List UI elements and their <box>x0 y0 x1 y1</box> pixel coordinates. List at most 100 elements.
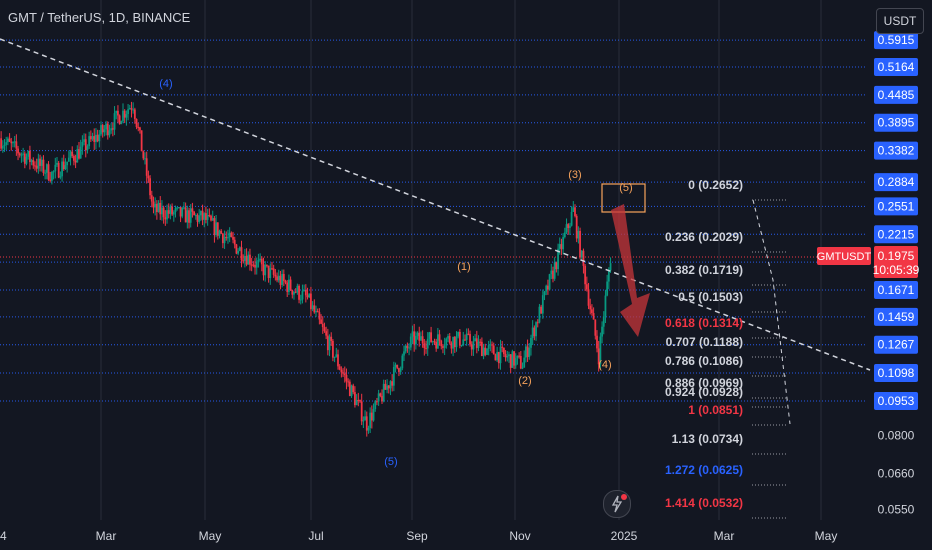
candle-body <box>150 195 153 202</box>
currency-button[interactable]: USDT <box>876 8 924 34</box>
candle-body <box>411 331 414 337</box>
candle-body <box>86 146 89 151</box>
candle-body <box>203 213 206 220</box>
candle-body <box>157 202 160 213</box>
price-label-box <box>874 113 918 132</box>
candle-body <box>208 215 211 217</box>
wave-label: (4) <box>598 359 611 371</box>
candle-body <box>29 150 31 163</box>
candle-body <box>249 254 251 265</box>
candle-body <box>497 352 500 364</box>
fib-label: 1.13 (0.0734) <box>672 432 743 446</box>
candle-body <box>210 215 212 221</box>
candle-body <box>291 290 294 295</box>
candle-body <box>140 130 143 152</box>
candle-body <box>452 336 455 349</box>
candle-body <box>389 381 392 389</box>
candle-body <box>440 340 443 347</box>
candle-body <box>596 335 598 349</box>
time-label: May <box>199 529 222 543</box>
candle-body <box>489 344 492 346</box>
candle-body <box>205 213 207 220</box>
price-label: 0.3382 <box>878 144 915 158</box>
candle-body <box>382 383 385 402</box>
candle-body <box>514 358 517 366</box>
candle-body <box>580 250 583 258</box>
candle-body <box>10 141 13 144</box>
ticker-box <box>817 246 871 265</box>
candle-body <box>421 336 424 344</box>
candle-body <box>569 225 571 228</box>
candle-body <box>555 262 558 270</box>
candle-body <box>560 244 563 250</box>
candle-body <box>32 160 35 166</box>
candle-body <box>111 128 114 130</box>
candle-body <box>406 345 409 349</box>
price-label-box <box>874 225 918 244</box>
candle-body <box>257 260 260 262</box>
candle-body <box>455 336 458 348</box>
candle-body <box>45 164 48 173</box>
candle-body <box>396 364 399 369</box>
candle-body <box>558 244 561 249</box>
candle-body <box>392 367 395 386</box>
candle-body <box>277 275 280 281</box>
candle-body <box>572 207 575 212</box>
candle-body <box>562 237 565 250</box>
candle-body <box>548 274 551 290</box>
candle-body <box>0 138 3 149</box>
fib-label: 1.414 (0.0532) <box>665 496 743 510</box>
candle-body <box>308 293 311 298</box>
price-label-box <box>874 392 918 410</box>
candle-body <box>288 279 290 292</box>
price-label: 0.1267 <box>878 338 915 352</box>
candle-body <box>44 172 47 174</box>
lightning-icon[interactable] <box>603 490 631 518</box>
time-label: Mar <box>96 529 117 543</box>
candle-body <box>282 273 285 281</box>
fib-label: 0.886 (0.0969) <box>665 376 743 390</box>
candle-body <box>218 230 221 236</box>
candle-body <box>399 368 402 372</box>
candle-body <box>147 175 150 179</box>
candle-body <box>154 203 157 208</box>
candle-body <box>149 178 151 196</box>
candle-body <box>5 142 8 145</box>
fib-label: 0.382 (0.1719) <box>665 263 743 277</box>
candle-body <box>240 247 243 261</box>
wave-labels: (4) (5) (1) (2) (3) (4) (5) <box>159 78 632 468</box>
candle-body <box>115 110 118 114</box>
candle-body <box>423 343 426 349</box>
candle-body <box>374 401 377 410</box>
candle-body <box>105 123 107 130</box>
candle-body <box>519 355 522 369</box>
candle-body <box>538 306 541 323</box>
candle-body <box>335 354 338 357</box>
candle-body <box>414 335 417 345</box>
candle-body <box>164 217 167 220</box>
candle-body <box>609 263 612 271</box>
candle-body <box>431 341 434 343</box>
candle-body <box>531 327 534 338</box>
fib-label: 0.618 (0.1314) <box>665 316 743 330</box>
candle-body <box>171 206 173 215</box>
candle-body <box>254 264 256 268</box>
candle-body <box>426 338 429 349</box>
candle-body <box>364 416 366 421</box>
candle-body <box>420 336 422 341</box>
candle-body <box>465 333 468 341</box>
candle-body <box>12 142 14 144</box>
candle-body <box>599 336 602 365</box>
candle-body <box>575 215 578 239</box>
candle-body <box>296 285 299 293</box>
candle-body <box>594 319 597 336</box>
candle-body <box>79 146 82 159</box>
candle-body <box>106 123 109 136</box>
candle-body <box>325 331 328 336</box>
candle-body <box>460 345 463 347</box>
candle-body <box>313 305 316 313</box>
price-label: 0.0550 <box>878 503 915 517</box>
price-label-box <box>874 197 918 216</box>
candle-body <box>585 284 588 290</box>
